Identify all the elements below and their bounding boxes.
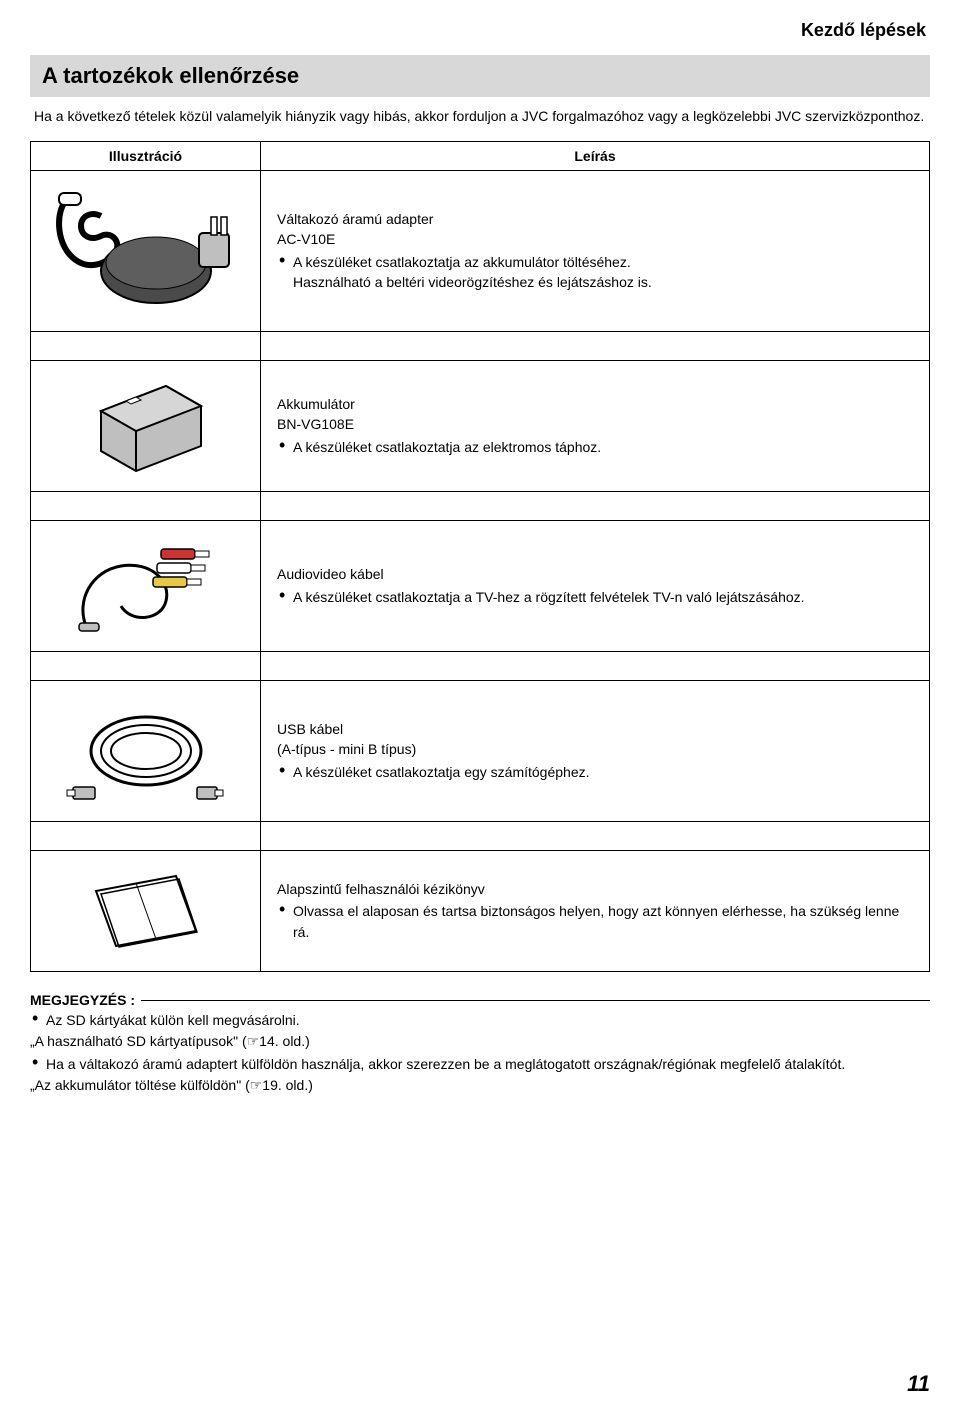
ac-adapter-icon bbox=[51, 181, 241, 321]
usb-cable-icon bbox=[61, 691, 231, 811]
notes-heading: MEGJEGYZÉS : bbox=[30, 990, 141, 1011]
illustration-ac-adapter bbox=[31, 170, 261, 331]
illustration-av-cable bbox=[31, 520, 261, 651]
item-model: AC-V10E bbox=[277, 229, 913, 249]
description-cell: Váltakozó áramú adapter AC-V10E A készül… bbox=[261, 170, 930, 331]
page-number: 11 bbox=[907, 1371, 930, 1397]
manual-icon bbox=[71, 861, 221, 961]
col-header-description: Leírás bbox=[261, 141, 930, 170]
illustration-manual bbox=[31, 850, 261, 971]
battery-icon bbox=[71, 371, 221, 481]
col-header-illustration: Illusztráció bbox=[31, 141, 261, 170]
description-cell: Akkumulátor BN-VG108E A készüléket csatl… bbox=[261, 360, 930, 491]
illustration-battery bbox=[31, 360, 261, 491]
item-model: (A-típus - mini B típus) bbox=[277, 739, 913, 759]
table-row: Audiovideo kábel A készüléket csatlakozt… bbox=[31, 520, 930, 651]
item-name: USB kábel bbox=[277, 719, 913, 739]
item-name: Audiovideo kábel bbox=[277, 564, 913, 584]
intro-text: Ha a következő tételek közül valamelyik … bbox=[34, 107, 926, 127]
notes-section: MEGJEGYZÉS : Az SD kártyákat külön kell … bbox=[30, 990, 930, 1096]
note-bullet: Az SD kártyákat külön kell megvásárolni. bbox=[30, 1010, 930, 1031]
item-name: Alapszintű felhasználói kézikönyv bbox=[277, 879, 913, 899]
item-name: Váltakozó áramú adapter bbox=[277, 209, 913, 229]
item-name: Akkumulátor bbox=[277, 394, 913, 414]
table-row: Akkumulátor BN-VG108E A készüléket csatl… bbox=[31, 360, 930, 491]
table-row: Váltakozó áramú adapter AC-V10E A készül… bbox=[31, 170, 930, 331]
item-bullet: A készüléket csatlakoztatja egy számítóg… bbox=[277, 762, 913, 782]
item-model: BN-VG108E bbox=[277, 414, 913, 434]
av-cable-icon bbox=[61, 531, 231, 641]
section-header: Kezdő lépések bbox=[30, 20, 930, 41]
description-cell: USB kábel (A-típus - mini B típus) A kés… bbox=[261, 680, 930, 821]
accessories-table: Illusztráció Leírás bbox=[30, 141, 930, 972]
item-bullet: A készüléket csatlakoztatja a TV-hez a r… bbox=[277, 587, 913, 607]
description-cell: Audiovideo kábel A készüléket csatlakozt… bbox=[261, 520, 930, 651]
table-row: Alapszintű felhasználói kézikönyv Olvass… bbox=[31, 850, 930, 971]
note-ref: „A használható SD kártyatípusok" (☞14. o… bbox=[30, 1031, 930, 1052]
note-ref: „Az akkumulátor töltése külföldön" (☞19.… bbox=[30, 1075, 930, 1096]
description-cell: Alapszintű felhasználói kézikönyv Olvass… bbox=[261, 850, 930, 971]
item-bullet: Olvassa el alaposan és tartsa biztonságo… bbox=[277, 901, 913, 942]
note-bullet: Ha a váltakozó áramú adaptert külföldön … bbox=[30, 1054, 930, 1075]
illustration-usb-cable bbox=[31, 680, 261, 821]
item-bullet: A készüléket csatlakoztatja az elektromo… bbox=[277, 437, 913, 457]
item-bullet: A készüléket csatlakoztatja az akkumulát… bbox=[277, 252, 913, 293]
page-title: A tartozékok ellenőrzése bbox=[30, 55, 930, 97]
table-row: USB kábel (A-típus - mini B típus) A kés… bbox=[31, 680, 930, 821]
